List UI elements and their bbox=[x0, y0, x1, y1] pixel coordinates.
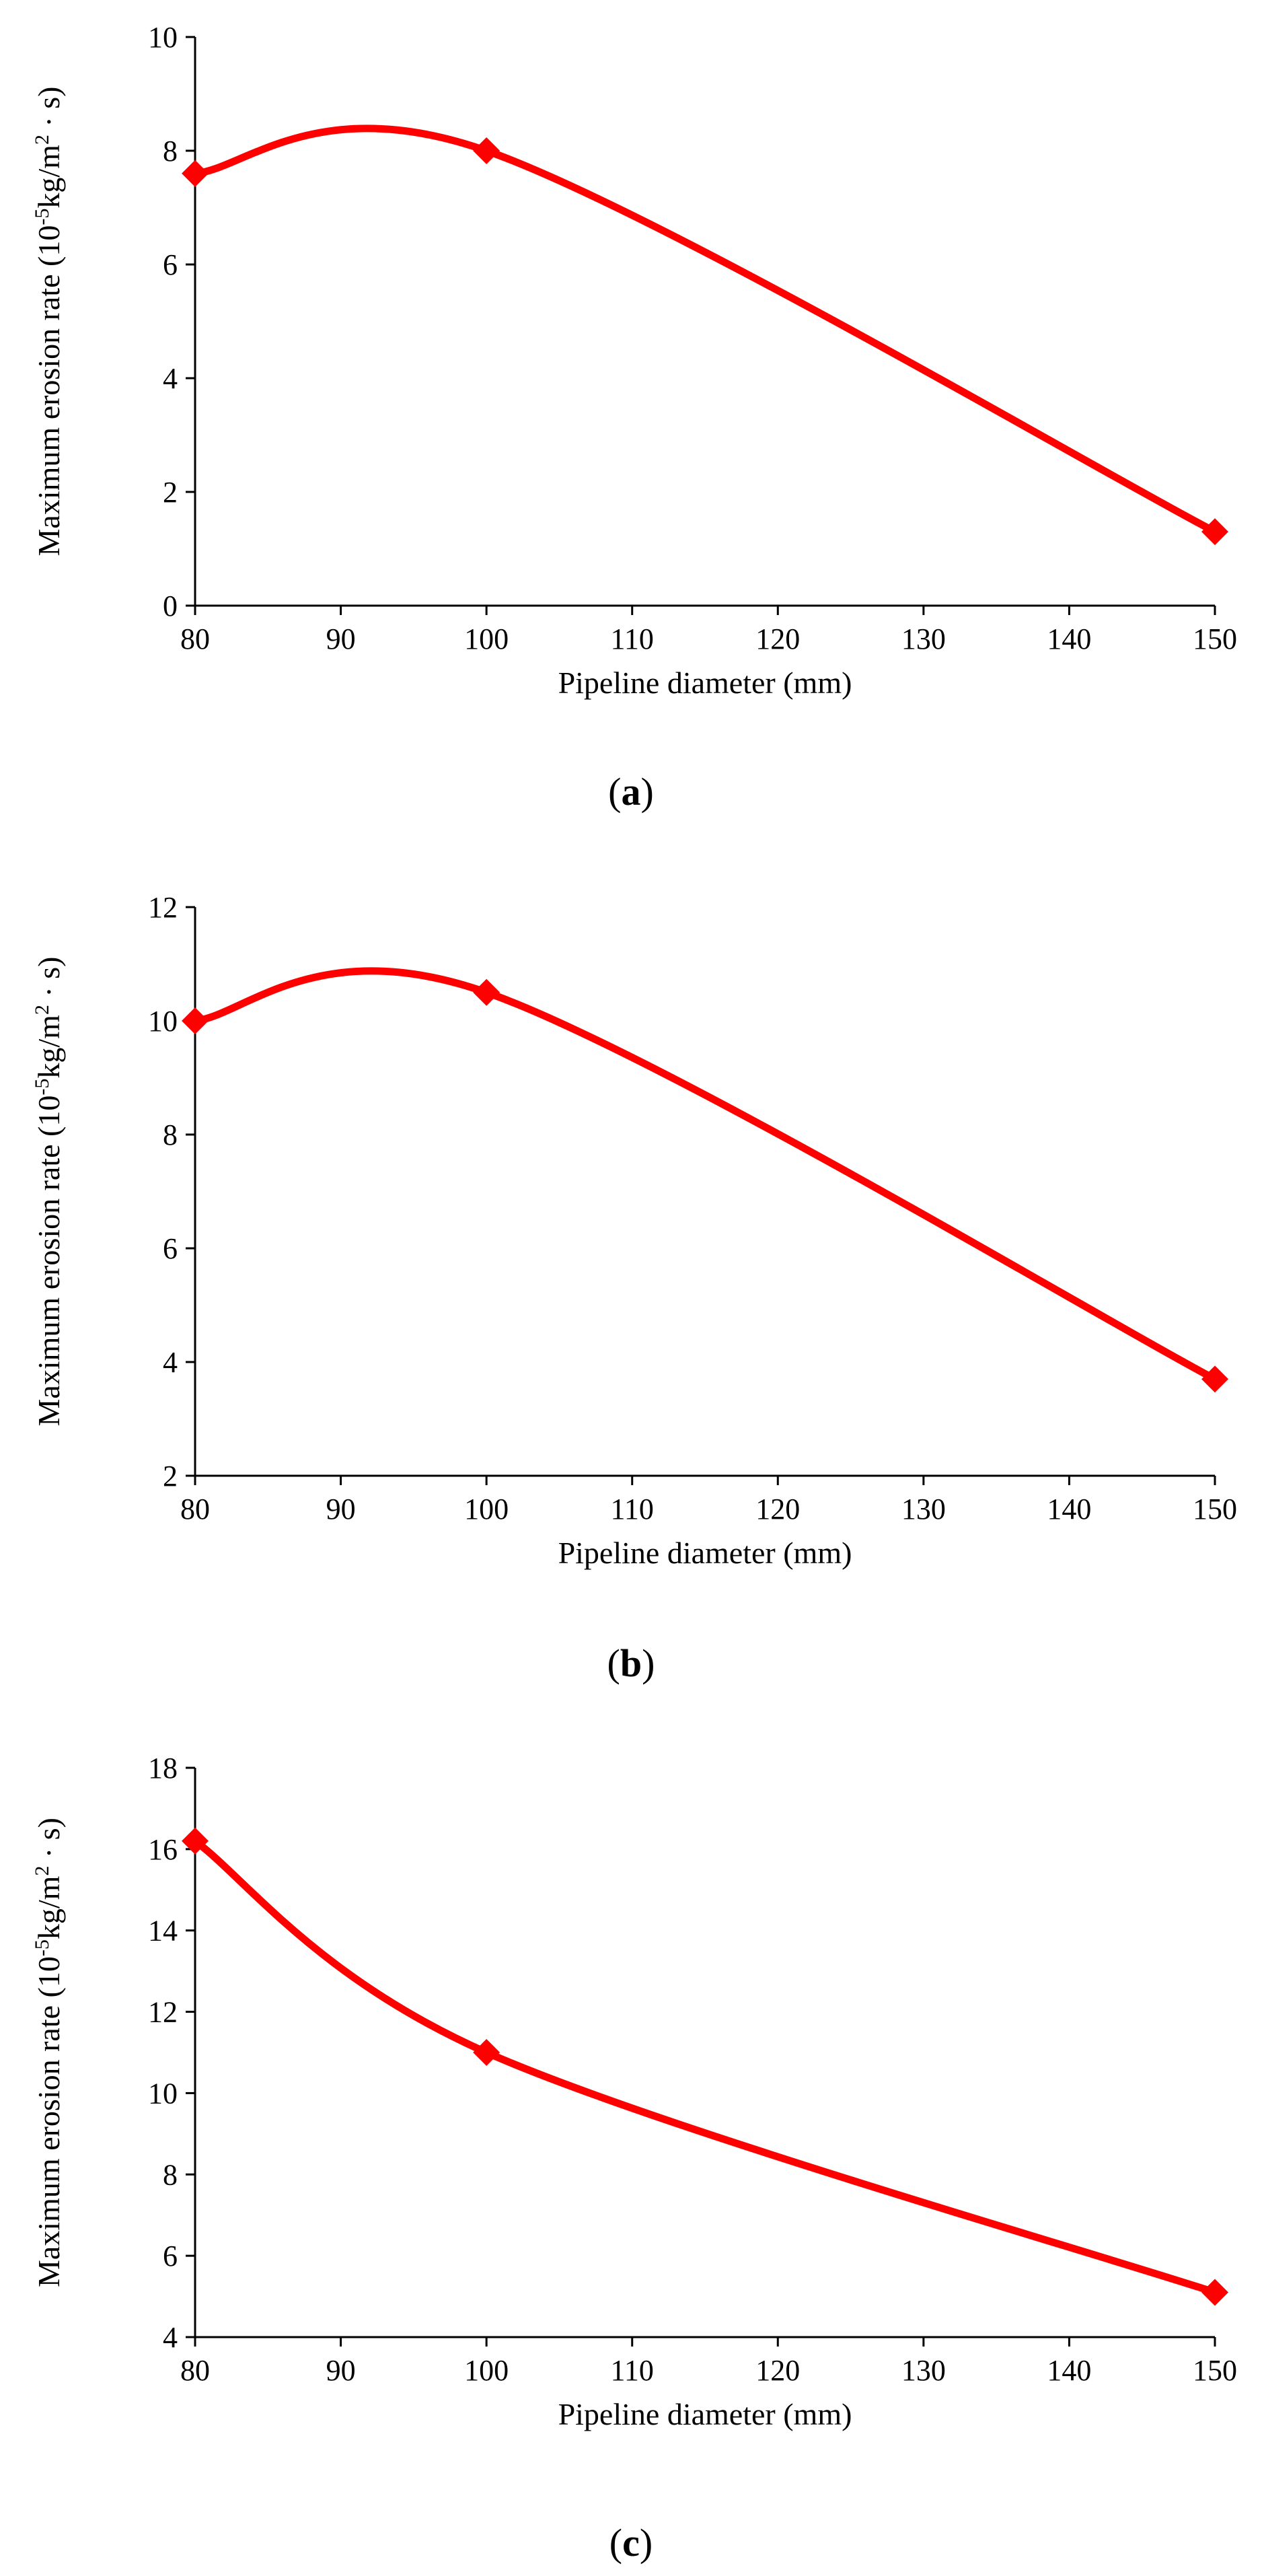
y-tick-label-a-3: 6 bbox=[163, 248, 178, 281]
y-axis-label-part-main-a: Maximum erosion rate (10 bbox=[32, 225, 66, 557]
y-axis-label-part-main-b: Maximum erosion rate (10 bbox=[32, 1096, 66, 1427]
y-tick-label-c-0: 4 bbox=[163, 2321, 178, 2354]
y-axis-label-part-sup2-c: 2 bbox=[31, 1866, 53, 1876]
x-axis-label-a: Pipeline diameter (mm) bbox=[558, 666, 852, 700]
y-axis-label-part-end-a: · s) bbox=[32, 87, 66, 135]
data-point-c-0 bbox=[182, 1827, 209, 1855]
y-tick-label-c-7: 18 bbox=[148, 1752, 178, 1785]
data-point-c-1 bbox=[473, 2039, 500, 2066]
caption-b: (b) bbox=[607, 1641, 655, 1685]
y-axis-label-b: Maximum erosion rate (10-5kg/m2 · s) bbox=[31, 957, 66, 1427]
y-axis-label-part-tail-b: kg/m bbox=[32, 1015, 66, 1079]
y-tick-label-c-3: 10 bbox=[148, 2077, 178, 2110]
y-axis-label-a: Maximum erosion rate (10-5kg/m2 · s) bbox=[31, 87, 66, 557]
x-tick-label-c-5: 130 bbox=[901, 2354, 946, 2387]
x-tick-label-a-5: 130 bbox=[901, 622, 946, 655]
y-tick-label-b-3: 8 bbox=[163, 1118, 178, 1151]
y-tick-label-c-2: 8 bbox=[163, 2158, 178, 2191]
data-point-a-2 bbox=[1201, 518, 1228, 546]
y-axis-label-part-main-c: Maximum erosion rate (10 bbox=[32, 1956, 66, 2287]
x-tick-label-a-6: 140 bbox=[1047, 622, 1091, 655]
y-axis-label-part-tail-a: kg/m bbox=[32, 145, 66, 209]
y-tick-label-a-2: 4 bbox=[163, 362, 178, 395]
y-tick-label-c-6: 16 bbox=[148, 1833, 178, 1866]
y-axis-label-part-sup-a: -5 bbox=[31, 209, 53, 225]
data-point-c-2 bbox=[1201, 2279, 1228, 2306]
x-tick-label-a-4: 120 bbox=[755, 622, 800, 655]
y-tick-label-b-5: 12 bbox=[148, 891, 178, 924]
caption-c: (c) bbox=[609, 2521, 653, 2565]
x-tick-label-b-7: 150 bbox=[1193, 1493, 1237, 1526]
x-tick-label-b-2: 100 bbox=[464, 1493, 509, 1526]
series-line-c bbox=[191, 1837, 1219, 2297]
y-axis-label-part-tail-c: kg/m bbox=[32, 1875, 66, 1939]
y-tick-label-a-0: 0 bbox=[163, 589, 178, 622]
x-tick-label-a-3: 110 bbox=[611, 622, 654, 655]
x-tick-label-c-4: 120 bbox=[755, 2354, 800, 2387]
caption-letter-a: a bbox=[621, 770, 641, 814]
x-tick-label-c-1: 90 bbox=[326, 2354, 356, 2387]
x-tick-label-c-3: 110 bbox=[611, 2354, 654, 2387]
chart-svg-b: 2 4 6 8 10 12 80 90 100 110 120 130 140 150 Pipeline d… bbox=[31, 891, 1237, 1570]
data-point-b-1 bbox=[473, 978, 500, 1006]
caption-letter-b: b bbox=[620, 1641, 642, 1685]
x-tick-label-a-0: 80 bbox=[180, 622, 210, 655]
data-point-b-2 bbox=[1201, 1365, 1228, 1393]
x-tick-label-c-7: 150 bbox=[1193, 2354, 1237, 2387]
x-tick-label-c-2: 100 bbox=[464, 2354, 509, 2387]
x-tick-label-b-4: 120 bbox=[755, 1493, 800, 1526]
y-axis-label-part-sup2-b: 2 bbox=[31, 1005, 53, 1015]
x-tick-label-b-6: 140 bbox=[1047, 1493, 1091, 1526]
caption-a: (a) bbox=[608, 770, 654, 814]
y-tick-label-b-1: 4 bbox=[163, 1346, 178, 1379]
caption-letter-c: c bbox=[622, 2521, 640, 2565]
y-tick-label-b-2: 6 bbox=[163, 1232, 178, 1265]
y-tick-label-b-0: 2 bbox=[163, 1460, 178, 1493]
x-tick-label-b-1: 90 bbox=[326, 1493, 356, 1526]
x-tick-label-c-6: 140 bbox=[1047, 2354, 1091, 2387]
chart-panel-a: 0 2 4 6 8 10 80 90 100 110 120 130 140 150 Pipeline di… bbox=[0, 0, 1262, 859]
x-tick-label-a-7: 150 bbox=[1193, 622, 1237, 655]
y-axis-label-part-sup-b: -5 bbox=[31, 1079, 53, 1096]
y-axis-label-part-sup2-a: 2 bbox=[31, 135, 53, 145]
x-tick-label-c-0: 80 bbox=[180, 2354, 210, 2387]
y-tick-label-a-5: 10 bbox=[148, 21, 178, 54]
x-tick-label-b-3: 110 bbox=[611, 1493, 654, 1526]
x-axis-label-b: Pipeline diameter (mm) bbox=[558, 1536, 852, 1570]
chart-svg-a: 0 2 4 6 8 10 80 90 100 110 120 130 140 150 Pipeline di… bbox=[31, 21, 1237, 700]
y-tick-label-c-5: 14 bbox=[148, 1915, 178, 1947]
chart-svg-c: 4 6 8 10 12 14 16 18 80 90 100 110 120 130 140 150 Pipel… bbox=[31, 1752, 1237, 2431]
y-tick-label-b-4: 10 bbox=[148, 1005, 178, 1038]
y-axis-label-part-end-b: · s) bbox=[32, 957, 66, 1005]
x-tick-label-a-2: 100 bbox=[464, 622, 509, 655]
y-tick-label-c-1: 6 bbox=[163, 2240, 178, 2273]
y-tick-label-a-4: 8 bbox=[163, 135, 178, 168]
x-tick-label-b-5: 130 bbox=[901, 1493, 946, 1526]
data-point-a-0 bbox=[182, 159, 209, 187]
x-axis-label-c: Pipeline diameter (mm) bbox=[558, 2397, 852, 2431]
y-tick-label-a-1: 2 bbox=[163, 476, 178, 509]
y-axis-label-c: Maximum erosion rate (10-5kg/m2 · s) bbox=[31, 1818, 66, 2287]
y-axis-label-part-end-c: · s) bbox=[32, 1818, 66, 1866]
y-tick-label-c-4: 12 bbox=[148, 1996, 178, 2029]
x-tick-label-b-0: 80 bbox=[180, 1493, 210, 1526]
y-axis-label-part-sup-c: -5 bbox=[31, 1939, 53, 1956]
series-line-a bbox=[191, 124, 1219, 536]
chart-panel-c: 4 6 8 10 12 14 16 18 80 90 100 110 120 130 140 150 Pipel… bbox=[0, 1717, 1262, 2576]
series-line-b bbox=[191, 967, 1219, 1383]
data-point-a-1 bbox=[473, 137, 500, 164]
x-tick-label-a-1: 90 bbox=[326, 622, 356, 655]
chart-panel-b: 2 4 6 8 10 12 80 90 100 110 120 130 140 150 Pipeline d… bbox=[0, 859, 1262, 1717]
data-point-b-0 bbox=[182, 1007, 209, 1034]
